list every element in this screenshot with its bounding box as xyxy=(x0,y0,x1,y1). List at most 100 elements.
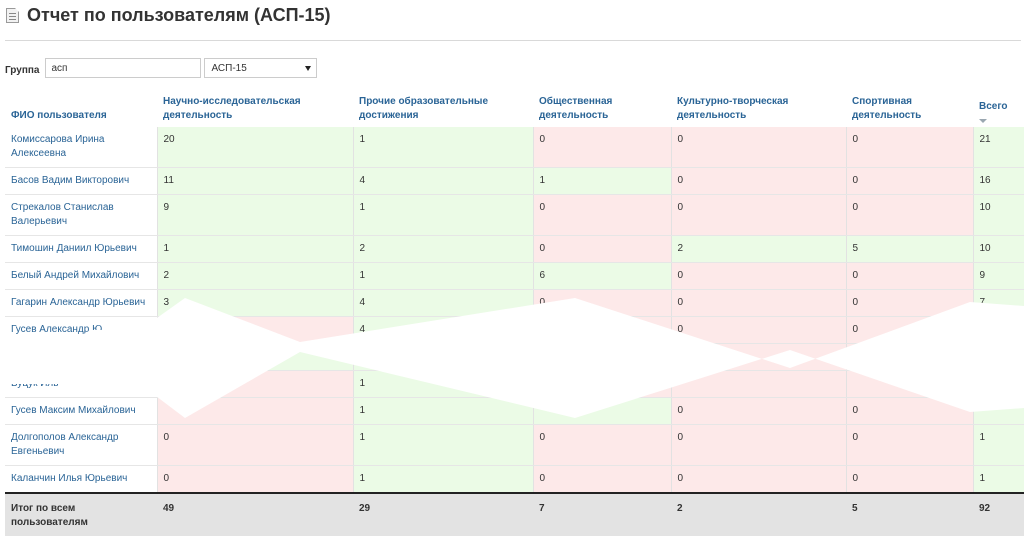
cell-research: 2 xyxy=(156,262,353,290)
cell-total: 10 xyxy=(972,235,1024,263)
cell-edu: 2 xyxy=(352,235,533,263)
document-icon xyxy=(6,7,19,23)
cell-research: 0 xyxy=(156,465,353,494)
cell-sport: 0 xyxy=(845,397,973,425)
cell-research: 20 xyxy=(156,127,353,168)
user-name-link[interactable]: Комиссарова Ирина Алексеевна xyxy=(11,134,105,159)
cell-research xyxy=(156,397,353,425)
table-row: Басов Вадим Викторович 11 4 1 0 0 16 xyxy=(5,167,1024,195)
user-name-link[interactable]: Гагарин Александр Юрьевич xyxy=(11,297,146,308)
cell-culture: 0 xyxy=(670,289,846,317)
cell-culture: 2 xyxy=(670,235,846,263)
user-name-link[interactable]: Гусев Александр Ю xyxy=(11,324,103,335)
cell-social: 6 xyxy=(532,262,671,290)
cell-social: 0 xyxy=(532,424,671,466)
cell-edu: 4 xyxy=(352,167,533,195)
cell-total: 1 xyxy=(972,424,1024,466)
table-row: Комиссарова Ирина Алексеевна 20 1 0 0 0 21 xyxy=(5,127,1024,168)
cell-social: 0 xyxy=(532,127,671,168)
col-header-name[interactable]: ФИО пользователя xyxy=(11,110,107,121)
cell-sport: 0 xyxy=(845,316,973,344)
cell-edu: 1 xyxy=(352,262,533,290)
cell-sport: 0 xyxy=(845,262,973,290)
cell-culture: 0 xyxy=(670,262,846,290)
users-report-table: ФИО пользователя Научно-исследовательска… xyxy=(5,88,1024,536)
totals-row: Итог по всем пользователям 49 29 7 2 5 9… xyxy=(5,492,1024,536)
totals-edu: 29 xyxy=(353,492,533,536)
cell-research: 11 xyxy=(156,167,353,195)
col-header-social[interactable]: Общественная деятельность xyxy=(539,96,613,121)
user-name-link[interactable]: Белый Андрей Михайлович xyxy=(11,270,140,281)
user-name-link[interactable]: Долгополов Александр Евгеньевич xyxy=(11,432,119,457)
cell-culture xyxy=(670,343,846,371)
user-name-link[interactable]: Каланчин Илья Юрьевич xyxy=(11,473,128,484)
cell-total: 10 xyxy=(972,194,1024,236)
totals-label: Итог по всем пользователям xyxy=(5,492,157,536)
user-name-cell: Гусев Максим Михайлович xyxy=(5,397,157,425)
user-name-cell: Стрекалов Станислав Валерьевич xyxy=(5,194,157,236)
cell-edu xyxy=(352,343,533,371)
cell-research: 9 xyxy=(156,194,353,236)
cell-social: 0 xyxy=(532,465,671,494)
cell-social: 0 xyxy=(532,194,671,236)
cell-total xyxy=(972,370,1024,398)
cell-culture: 0 xyxy=(670,465,846,494)
user-name-cell: Комиссарова Ирина Алексеевна xyxy=(5,127,157,168)
user-name-cell: Долгополов Александр Евгеньевич xyxy=(5,424,157,466)
cell-total xyxy=(972,397,1024,425)
cell-social: 1 xyxy=(532,167,671,195)
cell-culture: 0 xyxy=(670,316,846,344)
col-header-research[interactable]: Научно-исследовательская деятельность xyxy=(163,96,301,121)
col-header-sport[interactable]: Спортивная деятельность xyxy=(852,96,922,121)
user-name-cell: Белый Андрей Михайлович xyxy=(5,262,157,290)
user-name-cell: Гусев Александр Ю xyxy=(5,316,157,344)
user-name-link[interactable]: Буцук Иль xyxy=(11,378,59,389)
user-name-cell: Гагарин Александр Юрьевич xyxy=(5,289,157,317)
cell-sport: 0 xyxy=(845,289,973,317)
sort-arrow-icon xyxy=(979,119,987,123)
col-header-culture[interactable]: Культурно-творческая деятельность xyxy=(677,96,789,121)
cell-edu: 1 xyxy=(352,127,533,168)
cell-edu: 1 xyxy=(352,465,533,494)
col-header-total[interactable]: Всего xyxy=(973,88,1024,127)
group-select-value: АСП-15 xyxy=(211,62,247,74)
cell-culture: 0 xyxy=(670,194,846,236)
cell-research xyxy=(156,316,353,344)
cell-edu: 4 xyxy=(352,289,533,317)
user-name-cell xyxy=(5,343,157,371)
table-row: Стрекалов Станислав Валерьевич 9 1 0 0 0 10 xyxy=(5,194,1024,236)
group-select[interactable]: АСП-15 xyxy=(204,58,318,78)
cell-total: 1 xyxy=(972,465,1024,494)
cell-edu: 1 xyxy=(352,424,533,466)
user-name-cell: Каланчин Илья Юрьевич xyxy=(5,465,157,494)
cell-culture: 0 xyxy=(670,167,846,195)
user-name-link[interactable]: Басов Вадим Викторович xyxy=(11,175,130,186)
col-header-edu[interactable]: Прочие образовательные достижения xyxy=(359,96,489,121)
totals-research: 49 xyxy=(157,492,353,536)
cell-total: 21 xyxy=(972,127,1024,168)
cell-social: 0 xyxy=(532,235,671,263)
cell-sport: 0 xyxy=(845,194,973,236)
cell-social: 0 xyxy=(532,289,671,317)
cell-sport: 5 xyxy=(845,235,973,263)
user-name-link[interactable]: Стрекалов Станислав Валерьевич xyxy=(11,202,114,227)
cell-total xyxy=(972,316,1024,344)
totals-sport: 5 xyxy=(846,492,973,536)
table-row: Буцук Иль 1 xyxy=(5,370,1024,398)
user-name-link[interactable]: Тимошин Даниил Юрьевич xyxy=(11,243,137,254)
cell-sport xyxy=(845,370,973,398)
cell-total xyxy=(972,343,1024,371)
header-divider xyxy=(5,40,1021,41)
totals-culture: 2 xyxy=(671,492,846,536)
table-row: Каланчин Илья Юрьевич 0 1 0 0 0 1 xyxy=(5,465,1024,494)
user-name-cell: Тимошин Даниил Юрьевич xyxy=(5,235,157,263)
user-name-link[interactable]: Гусев Максим Михайлович xyxy=(11,405,136,416)
user-name-cell: Басов Вадим Викторович xyxy=(5,167,157,195)
cell-social xyxy=(532,316,671,344)
group-search-input[interactable] xyxy=(45,58,202,78)
cell-sport xyxy=(845,343,973,371)
cell-edu: 1 xyxy=(352,397,533,425)
table-row: Тимошин Даниил Юрьевич 1 2 0 2 5 10 xyxy=(5,235,1024,263)
cell-culture: 0 xyxy=(670,424,846,466)
